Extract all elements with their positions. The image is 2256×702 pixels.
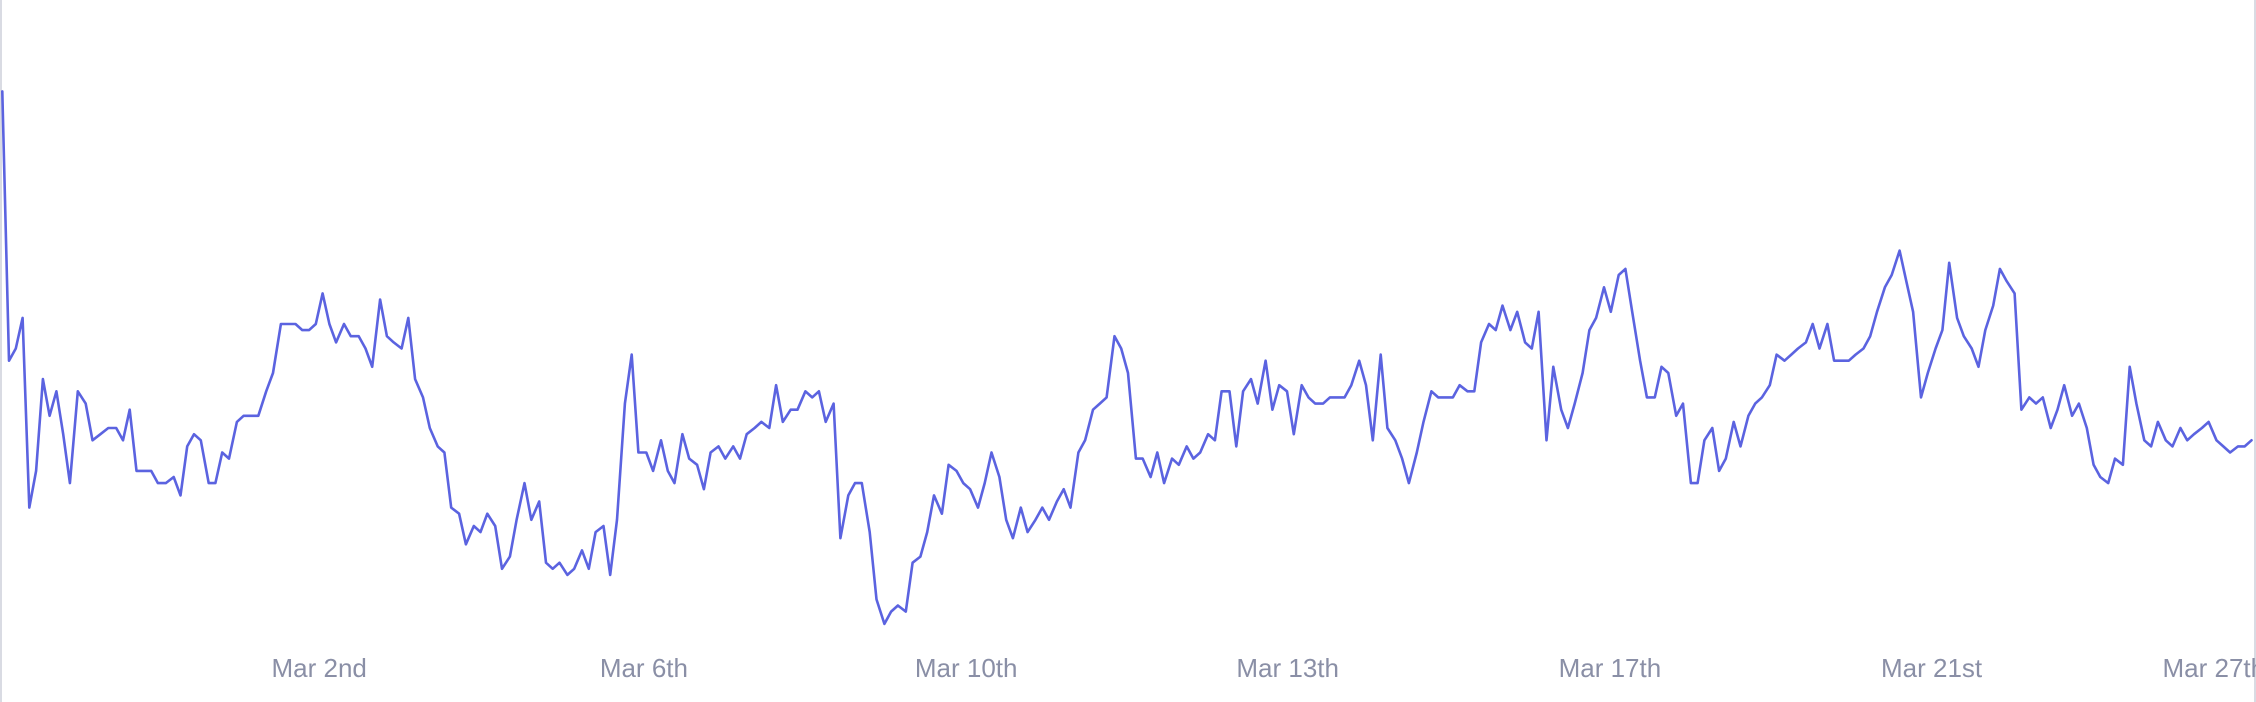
- x-tick-label: Mar 6th: [600, 653, 688, 683]
- x-tick-labels: Mar 2nd Mar 6th Mar 10th Mar 13th Mar 17th Ma…: [272, 653, 2256, 683]
- x-tick-label: Mar 21st: [1881, 653, 1983, 683]
- series-line-0: [0, 90, 2253, 626]
- x-tick-label: Mar 27th: [2162, 653, 2256, 683]
- series-group: [0, 90, 2253, 626]
- x-tick-label: Mar 13th: [1236, 653, 1339, 683]
- x-tick-label: Mar 10th: [915, 653, 1018, 683]
- x-tick-label: Mar 2nd: [272, 653, 367, 683]
- x-tick-label: Mar 17th: [1559, 653, 1662, 683]
